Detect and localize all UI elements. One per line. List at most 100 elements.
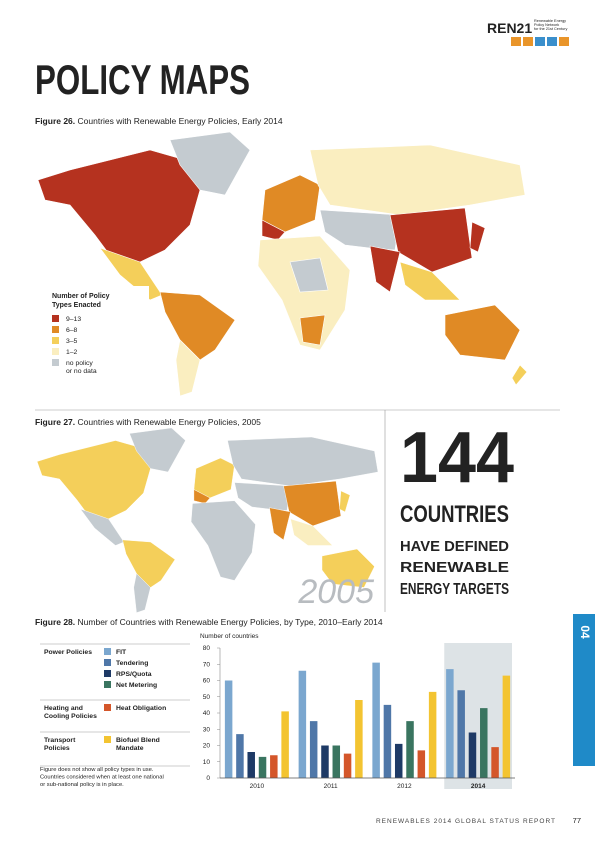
legend-label: 1–2 xyxy=(66,349,78,356)
bar xyxy=(258,756,267,778)
y-tick-label: 0 xyxy=(206,775,210,782)
bar xyxy=(457,690,465,778)
bar-chart: 0 10 20 30 40 50 60 70 80 2010 2011 2012 2014 xyxy=(203,643,515,790)
figure-caption-text: Countries with Renewable Energy Policies… xyxy=(78,116,283,126)
x-tick-label: 2010 xyxy=(250,783,265,790)
bar xyxy=(383,704,392,778)
legend-title: Types Enacted xyxy=(52,302,101,309)
bar xyxy=(372,662,380,778)
bar xyxy=(332,745,341,778)
x-tick-label: 2014 xyxy=(471,783,486,790)
map-legend: Number of Policy Types Enacted 9–13 6–8 3–5 1… xyxy=(52,293,110,375)
logo-subtitle: Renewable Energy xyxy=(534,19,566,23)
legend-title: Number of Policy xyxy=(52,293,110,300)
chart-note: or sub-national policy is in place. xyxy=(40,782,124,788)
y-axis-label: Number of countries xyxy=(200,633,259,640)
legend-swatch xyxy=(52,337,59,344)
bar xyxy=(446,669,454,778)
bar xyxy=(270,755,278,778)
chart-note: Countries considered when at least one n… xyxy=(40,775,164,781)
x-tick-label: 2012 xyxy=(397,783,412,790)
bar xyxy=(281,711,289,778)
callout-number: 144 xyxy=(400,418,514,498)
bar xyxy=(236,734,244,778)
legend-label: Mandate xyxy=(116,745,144,752)
logo-subtitle: Policy Network xyxy=(534,23,559,27)
chart-note: Figure does not show all policy types in… xyxy=(40,767,154,773)
highlight-band xyxy=(444,643,512,789)
legend-swatch xyxy=(52,315,59,322)
callout-line: RENEWABLE xyxy=(400,559,509,576)
legend-swatch xyxy=(52,326,59,333)
logo-subtitle: for the 21st Century xyxy=(534,27,567,31)
side-tab xyxy=(573,614,595,766)
bar xyxy=(394,743,403,778)
logo: REN21 xyxy=(487,20,532,36)
y-tick-label: 50 xyxy=(203,694,211,701)
world-map-2014 xyxy=(37,131,528,397)
figure-caption-text: Countries with Renewable Energy Policies… xyxy=(78,417,262,427)
figure-caption: Figure 26. Countries with Renewable Ener… xyxy=(35,116,283,126)
legend-label: no policy xyxy=(66,360,93,367)
legend-swatch xyxy=(104,704,111,711)
legend-group-title: Transport xyxy=(44,737,76,744)
figure-label: Figure 28. xyxy=(35,617,75,627)
figure-label: Figure 26. xyxy=(35,116,75,126)
bar xyxy=(247,752,255,778)
legend-swatch xyxy=(104,648,111,655)
bar xyxy=(343,753,352,778)
legend-group-title: Heating and xyxy=(44,705,83,712)
bar xyxy=(491,747,499,778)
legend-label: Biofuel Blend xyxy=(116,737,160,744)
y-tick-label: 30 xyxy=(203,726,211,733)
callout-line: ENERGY TARGETS xyxy=(400,581,509,598)
bar xyxy=(309,721,318,778)
legend-swatch xyxy=(104,681,111,688)
y-tick-label: 40 xyxy=(203,710,211,717)
page-title: POLICY MAPS xyxy=(35,56,250,103)
callout-text: COUNTRIES HAVE DEFINED RENEWABLE ENERGY TAR… xyxy=(400,501,509,598)
legend-label: 9–13 xyxy=(66,316,81,323)
callout-line: HAVE DEFINED xyxy=(400,538,509,555)
chart-legend: Power Policies FIT Tendering RPS/Quota Net M… xyxy=(40,643,190,788)
bar xyxy=(406,721,414,778)
y-tick-label: 60 xyxy=(203,678,211,685)
y-tick-label: 10 xyxy=(203,759,211,766)
bar xyxy=(428,691,437,778)
bar xyxy=(321,745,329,778)
legend-group-title: Power Policies xyxy=(44,649,92,656)
legend-label: 3–5 xyxy=(66,338,78,345)
legend-label: RPS/Quota xyxy=(116,671,152,678)
legend-group-title: Cooling Policies xyxy=(44,713,97,720)
x-tick-label: 2011 xyxy=(324,783,338,790)
legend-swatch xyxy=(52,359,59,366)
legend-label: Net Metering xyxy=(116,682,157,689)
bar xyxy=(417,750,426,778)
bar xyxy=(298,670,307,778)
legend-label: Heat Obligation xyxy=(116,705,166,712)
logo-icons xyxy=(511,37,569,46)
map-legend-box xyxy=(45,286,149,396)
figure-caption: Figure 28. Number of Countries with Rene… xyxy=(35,617,383,627)
world-map-2005 xyxy=(36,427,379,613)
legend-swatch xyxy=(52,348,59,355)
legend-swatch xyxy=(104,736,111,743)
legend-label: Tendering xyxy=(116,660,148,667)
bar xyxy=(224,680,233,778)
map-year: 2005 xyxy=(297,573,374,611)
y-tick-label: 20 xyxy=(203,743,211,750)
legend-label: 6–8 xyxy=(66,327,78,334)
bar xyxy=(468,732,477,778)
side-tab-label: 04 xyxy=(578,625,592,639)
y-tick-label: 70 xyxy=(203,661,211,668)
legend-group-title: Policies xyxy=(44,745,70,752)
legend-label: or no data xyxy=(66,368,97,375)
legend-swatch xyxy=(104,670,111,677)
figure-caption: Figure 27. Countries with Renewable Ener… xyxy=(35,417,261,427)
figure-label: Figure 27. xyxy=(35,417,75,427)
footer-text: RENEWABLES 2014 GLOBAL STATUS REPORT xyxy=(376,818,556,825)
page-number: 77 xyxy=(573,816,581,825)
bar xyxy=(480,708,488,778)
legend-label: FIT xyxy=(116,649,127,656)
